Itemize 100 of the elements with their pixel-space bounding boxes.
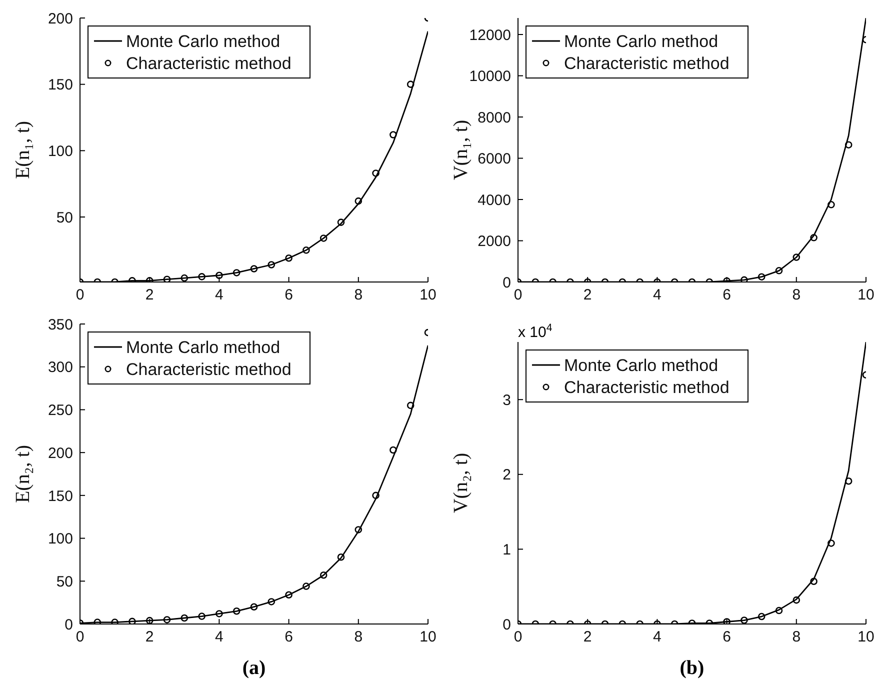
point [302, 246, 310, 254]
point [163, 276, 171, 282]
point [198, 612, 206, 620]
point [320, 571, 328, 579]
y-tick-label: 100 [48, 530, 73, 548]
y-tick-label: 10000 [469, 68, 511, 86]
point [180, 274, 188, 282]
point [372, 492, 380, 500]
x-tick-label: 8 [792, 286, 801, 304]
y-tick-label: 2000 [478, 233, 511, 250]
point [111, 618, 118, 624]
y-tick-label: 300 [48, 359, 73, 376]
x-tick-label: 6 [722, 286, 731, 304]
point [180, 614, 188, 622]
y-tick-label: 200 [48, 10, 73, 28]
y-tick-label: 6000 [478, 150, 511, 168]
text: x 10$^{4}$ [518, 322, 552, 341]
x-tick-label: 6 [284, 286, 293, 304]
x-tick-label: 6 [284, 628, 293, 646]
point [354, 197, 362, 205]
legend-label: Characteristic method [126, 54, 292, 73]
point [723, 618, 730, 624]
y-tick-label: 4000 [478, 192, 511, 209]
point [406, 402, 414, 410]
point [354, 526, 362, 534]
y-tick-label: 3 [502, 392, 511, 409]
point [198, 273, 206, 280]
point [285, 591, 292, 599]
y-tick-label: 200 [48, 444, 73, 462]
x-tick-label: 10 [858, 628, 874, 646]
x-tick-label: 2 [583, 628, 592, 646]
point [146, 616, 154, 624]
point [232, 269, 240, 276]
point [406, 80, 414, 88]
point [268, 598, 276, 606]
point [810, 234, 818, 242]
legend-label: Monte Carlo method [126, 32, 280, 51]
x-tick-label: 8 [354, 628, 363, 646]
point [320, 234, 328, 242]
x-tick-label: 10 [420, 286, 436, 304]
point [250, 265, 258, 272]
y-tick-label: 1 [502, 542, 511, 559]
x-tick-label: 10 [858, 286, 874, 304]
point [128, 618, 136, 624]
text: (a) [242, 657, 266, 679]
point [216, 610, 223, 618]
y-tick-label: 0 [502, 274, 511, 292]
legend-label: Monte Carlo method [126, 338, 280, 357]
x-tick-label: 10 [420, 628, 436, 646]
point [232, 607, 240, 615]
text: (b) [680, 657, 704, 679]
point [268, 261, 276, 268]
x-tick-label: 4 [653, 286, 662, 304]
point [740, 616, 748, 624]
legend-label: Characteristic method [564, 54, 730, 73]
point [163, 616, 171, 624]
point [740, 276, 748, 282]
point [390, 131, 397, 138]
x-tick-label: 6 [722, 628, 731, 646]
x-tick-label: 2 [583, 286, 592, 304]
x-tick-label: 2 [145, 286, 154, 304]
point [302, 582, 310, 590]
legend-label: Characteristic method [126, 360, 292, 379]
point [844, 477, 852, 485]
x-tick-label: 4 [215, 286, 224, 304]
point [758, 612, 766, 620]
x-tick-label: 4 [653, 628, 662, 646]
x-tick-label: 4 [215, 628, 224, 646]
y-tick-label: 50 [56, 209, 73, 226]
y-axis-title: E(n₂, t) [12, 444, 34, 504]
x-tick-label: 0 [514, 628, 522, 646]
x-tick-label: 0 [514, 286, 522, 304]
y-axis-title: E(n₁, t) [12, 120, 34, 180]
point [216, 272, 223, 280]
point [372, 170, 380, 177]
point [828, 540, 835, 547]
y-tick-label: 12000 [469, 26, 511, 44]
point [775, 606, 783, 614]
point [828, 201, 835, 208]
y-axis-title: V(n₁, t) [450, 120, 472, 180]
legend-label: Monte Carlo method [564, 32, 718, 51]
point [390, 446, 397, 454]
y-tick-label: 8000 [478, 109, 511, 126]
point [337, 553, 345, 561]
y-tick-label: 2 [502, 466, 511, 484]
x-tick-label: 0 [76, 286, 84, 304]
x-tick-label: 2 [145, 628, 154, 646]
y-tick-label: 350 [48, 316, 73, 334]
point [337, 218, 345, 226]
y-tick-label: 0 [64, 616, 73, 634]
y-axis-title: V(n₂, t) [450, 452, 472, 514]
point [810, 578, 818, 586]
y-tick-label: 0 [502, 616, 511, 634]
point [285, 254, 292, 262]
point [792, 596, 800, 604]
y-tick-label: 100 [48, 142, 73, 160]
y-tick-label: 150 [48, 488, 73, 505]
point [844, 141, 852, 148]
legend-label: Characteristic method [564, 378, 730, 397]
point [250, 603, 258, 611]
